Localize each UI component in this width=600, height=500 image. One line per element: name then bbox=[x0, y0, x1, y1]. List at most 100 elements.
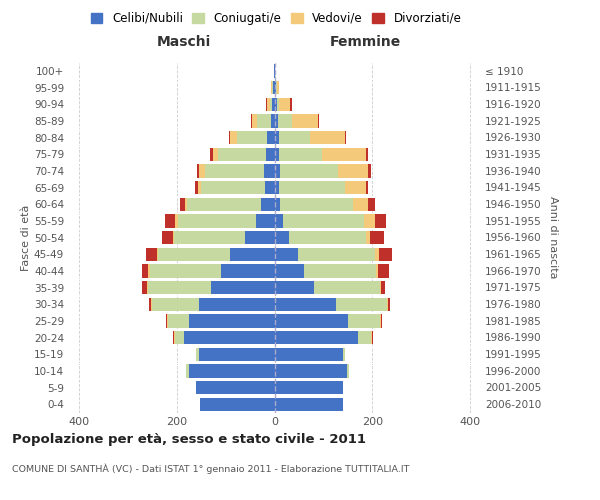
Bar bbox=[275, 364, 347, 378]
Bar bbox=[370, 231, 384, 244]
Bar bbox=[275, 164, 280, 177]
Text: Femmine: Femmine bbox=[329, 34, 401, 48]
Bar bbox=[187, 198, 261, 211]
Bar bbox=[218, 148, 266, 161]
Bar bbox=[343, 348, 346, 361]
Bar bbox=[196, 381, 275, 394]
Bar bbox=[280, 148, 322, 161]
Bar bbox=[275, 231, 289, 244]
Bar bbox=[280, 198, 353, 211]
Bar bbox=[275, 381, 343, 394]
Bar bbox=[185, 198, 187, 211]
Bar bbox=[379, 248, 392, 261]
Bar bbox=[368, 198, 375, 211]
Bar bbox=[195, 181, 197, 194]
Bar bbox=[275, 348, 343, 361]
Bar bbox=[368, 164, 371, 177]
Bar bbox=[280, 131, 310, 144]
Bar bbox=[148, 281, 211, 294]
Bar bbox=[276, 81, 277, 94]
Bar bbox=[371, 331, 373, 344]
Bar bbox=[151, 298, 152, 311]
Bar bbox=[366, 181, 368, 194]
Bar bbox=[221, 264, 275, 278]
Bar bbox=[184, 331, 275, 344]
Bar bbox=[338, 164, 368, 177]
Bar bbox=[230, 131, 237, 144]
Bar bbox=[252, 114, 257, 128]
Bar bbox=[179, 198, 185, 211]
Bar bbox=[358, 331, 371, 344]
Bar bbox=[167, 314, 169, 328]
Bar bbox=[166, 214, 175, 228]
Bar bbox=[256, 214, 275, 228]
Bar bbox=[277, 81, 280, 94]
Bar bbox=[197, 164, 199, 177]
Bar bbox=[213, 148, 218, 161]
Bar bbox=[146, 248, 157, 261]
Bar bbox=[275, 298, 335, 311]
Bar bbox=[173, 331, 174, 344]
Bar bbox=[298, 248, 375, 261]
Text: COMUNE DI SANTHÀ (VC) - Dati ISTAT 1° gennaio 2011 - Elaborazione TUTTITALIA.IT: COMUNE DI SANTHÀ (VC) - Dati ISTAT 1° ge… bbox=[12, 464, 409, 474]
Bar bbox=[364, 214, 375, 228]
Bar bbox=[335, 298, 387, 311]
Bar bbox=[275, 264, 304, 278]
Bar bbox=[264, 164, 275, 177]
Bar bbox=[378, 264, 389, 278]
Bar bbox=[280, 164, 338, 177]
Bar bbox=[265, 181, 275, 194]
Bar bbox=[280, 181, 346, 194]
Bar bbox=[158, 248, 230, 261]
Bar bbox=[196, 348, 199, 361]
Bar bbox=[199, 348, 275, 361]
Bar bbox=[346, 181, 366, 194]
Bar bbox=[173, 231, 174, 244]
Y-axis label: Fasce di età: Fasce di età bbox=[21, 204, 31, 270]
Bar bbox=[275, 114, 278, 128]
Bar bbox=[245, 231, 275, 244]
Bar bbox=[275, 281, 314, 294]
Bar bbox=[211, 148, 213, 161]
Bar bbox=[205, 164, 264, 177]
Text: Maschi: Maschi bbox=[157, 34, 211, 48]
Bar bbox=[230, 248, 275, 261]
Bar bbox=[211, 281, 275, 294]
Text: Popolazione per età, sesso e stato civile - 2011: Popolazione per età, sesso e stato civil… bbox=[12, 432, 366, 446]
Bar bbox=[267, 98, 269, 111]
Bar bbox=[289, 231, 367, 244]
Bar bbox=[174, 331, 175, 344]
Bar bbox=[162, 231, 173, 244]
Bar bbox=[347, 364, 349, 378]
Bar bbox=[345, 131, 346, 144]
Bar bbox=[251, 114, 252, 128]
Bar bbox=[275, 331, 358, 344]
Bar bbox=[275, 314, 348, 328]
Bar bbox=[275, 214, 283, 228]
Legend: Celibi/Nubili, Coniugati/e, Vedovi/e, Divorziati/e: Celibi/Nubili, Coniugati/e, Vedovi/e, Di… bbox=[87, 8, 465, 28]
Bar bbox=[375, 248, 379, 261]
Bar bbox=[348, 314, 380, 328]
Bar bbox=[175, 214, 178, 228]
Bar bbox=[150, 264, 221, 278]
Bar bbox=[283, 214, 364, 228]
Bar bbox=[275, 181, 280, 194]
Bar bbox=[304, 264, 376, 278]
Bar bbox=[275, 98, 277, 111]
Bar bbox=[380, 281, 385, 294]
Bar bbox=[157, 248, 158, 261]
Bar bbox=[197, 181, 201, 194]
Bar bbox=[387, 298, 388, 311]
Bar bbox=[275, 248, 298, 261]
Bar bbox=[278, 114, 292, 128]
Bar bbox=[257, 114, 271, 128]
Bar bbox=[261, 198, 275, 211]
Bar bbox=[267, 131, 275, 144]
Bar bbox=[280, 98, 290, 111]
Bar bbox=[292, 114, 317, 128]
Bar bbox=[169, 314, 189, 328]
Bar bbox=[229, 131, 230, 144]
Bar bbox=[275, 398, 343, 411]
Bar bbox=[275, 81, 276, 94]
Bar bbox=[266, 98, 267, 111]
